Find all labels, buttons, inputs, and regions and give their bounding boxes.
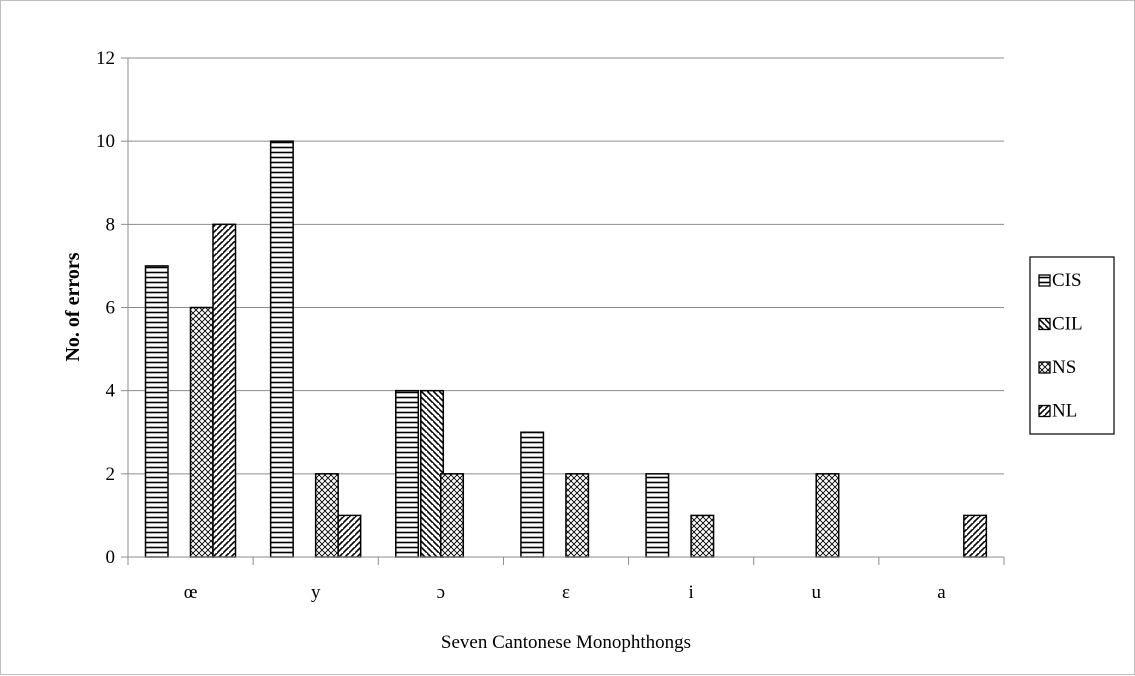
bar-ns-0 — [189, 306, 214, 558]
bar-cis-3 — [520, 431, 545, 558]
bar-ns-4 — [690, 514, 715, 558]
bar-ns-3 — [565, 473, 590, 558]
x-tick-label: i — [689, 582, 694, 603]
bar-nl-0 — [212, 223, 237, 558]
bar-ns-1 — [314, 473, 339, 558]
bar-cis-0 — [144, 265, 169, 558]
legend: CIS CIL NS NL — [1029, 256, 1115, 435]
y-tick-label: 2 — [106, 464, 116, 485]
x-tick-label: y — [311, 582, 321, 603]
legend-label-nl: NL — [1052, 401, 1077, 422]
bar-ns-2 — [440, 473, 465, 558]
y-tick-label: 12 — [96, 48, 115, 69]
gridlines — [128, 57, 1004, 475]
y-tick-label: 10 — [96, 131, 115, 152]
x-tick-label: ɔ — [437, 582, 445, 603]
bar-cil-2 — [420, 389, 445, 558]
bar-nl-6 — [963, 514, 988, 558]
legend-swatch-ns — [1038, 361, 1051, 374]
legend-label-cil: CIL — [1052, 314, 1083, 335]
legend-swatch-cil — [1038, 317, 1051, 331]
y-tick-label: 6 — [106, 298, 116, 319]
x-tick-label: ɛ — [562, 582, 570, 603]
legend-swatch-cis — [1038, 274, 1051, 287]
bar-nl-1 — [337, 514, 362, 558]
bar-cis-4 — [645, 473, 670, 558]
x-tick-label: œ — [184, 582, 198, 603]
axes: 0 2 4 6 8 10 12 œ y ɔ ɛ i u a — [96, 48, 1005, 603]
bar-cis-2 — [395, 389, 420, 558]
legend-swatch-nl — [1038, 404, 1051, 418]
y-tick-label: 0 — [106, 547, 116, 568]
y-axis-title: No. of errors — [62, 252, 84, 361]
bar-ns-5 — [815, 473, 840, 558]
bars — [144, 140, 988, 558]
y-tick-label: 4 — [106, 381, 116, 402]
legend-label-cis: CIS — [1052, 270, 1082, 291]
x-axis-title: Seven Cantonese Monophthongs — [441, 632, 691, 653]
x-tick-label: a — [937, 582, 946, 603]
legend-label-ns: NS — [1052, 357, 1076, 378]
x-tick-label: u — [812, 582, 822, 603]
y-tick-label: 8 — [106, 214, 116, 235]
bar-cis-1 — [269, 140, 294, 558]
